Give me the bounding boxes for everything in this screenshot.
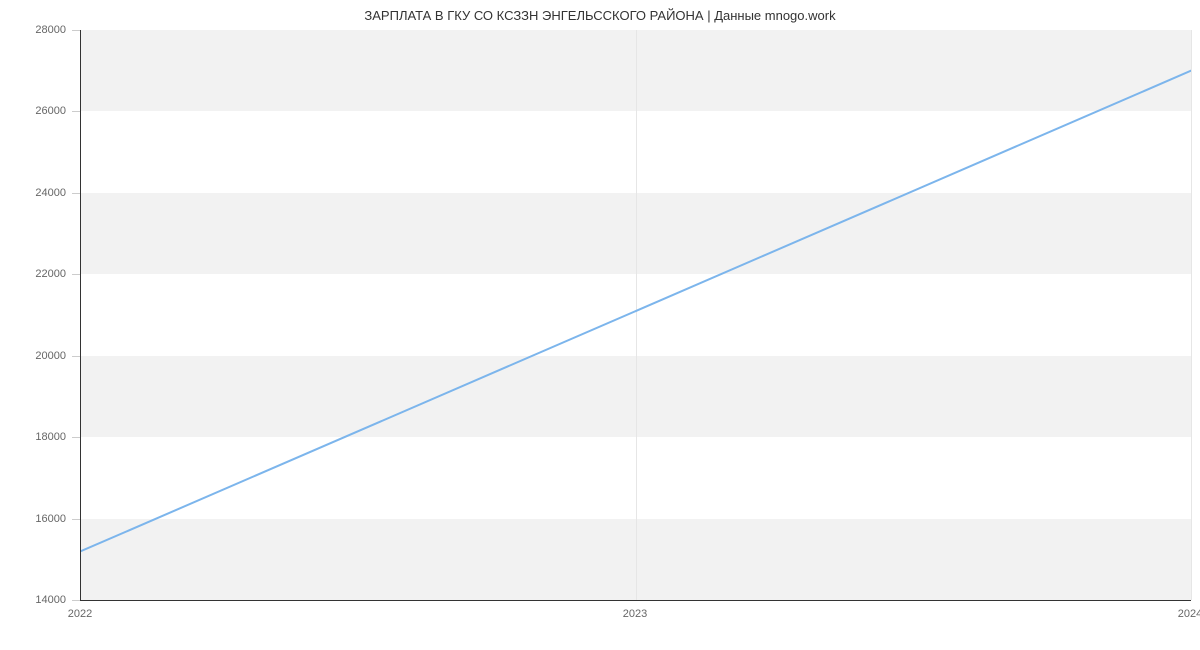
x-axis-label: 2022 <box>68 608 92 620</box>
chart-title: ЗАРПЛАТА В ГКУ СО КСЗЗН ЭНГЕЛЬССКОГО РАЙ… <box>0 8 1200 23</box>
y-axis-label: 24000 <box>0 187 66 199</box>
y-axis-tick <box>72 193 80 194</box>
x-axis-label: 2023 <box>623 608 647 620</box>
y-axis-label: 28000 <box>0 24 66 36</box>
y-axis-label: 26000 <box>0 105 66 117</box>
y-axis-tick <box>72 437 80 438</box>
y-axis-label: 18000 <box>0 431 66 443</box>
y-axis-label: 22000 <box>0 268 66 280</box>
gridline-vertical <box>1191 30 1192 600</box>
x-axis-label: 2024 <box>1178 608 1200 620</box>
y-axis-label: 20000 <box>0 350 66 362</box>
salary-line-chart: ЗАРПЛАТА В ГКУ СО КСЗЗН ЭНГЕЛЬССКОГО РАЙ… <box>0 0 1200 650</box>
y-axis-label: 16000 <box>0 513 66 525</box>
y-axis-tick <box>72 30 80 31</box>
y-axis-tick <box>72 111 80 112</box>
y-axis-label: 14000 <box>0 594 66 606</box>
y-axis-tick <box>72 274 80 275</box>
series-line-salary <box>81 71 1191 551</box>
plot-area <box>80 30 1191 601</box>
y-axis-tick <box>72 356 80 357</box>
y-axis-tick <box>72 600 80 601</box>
y-axis-tick <box>72 519 80 520</box>
series-layer <box>81 30 1191 600</box>
